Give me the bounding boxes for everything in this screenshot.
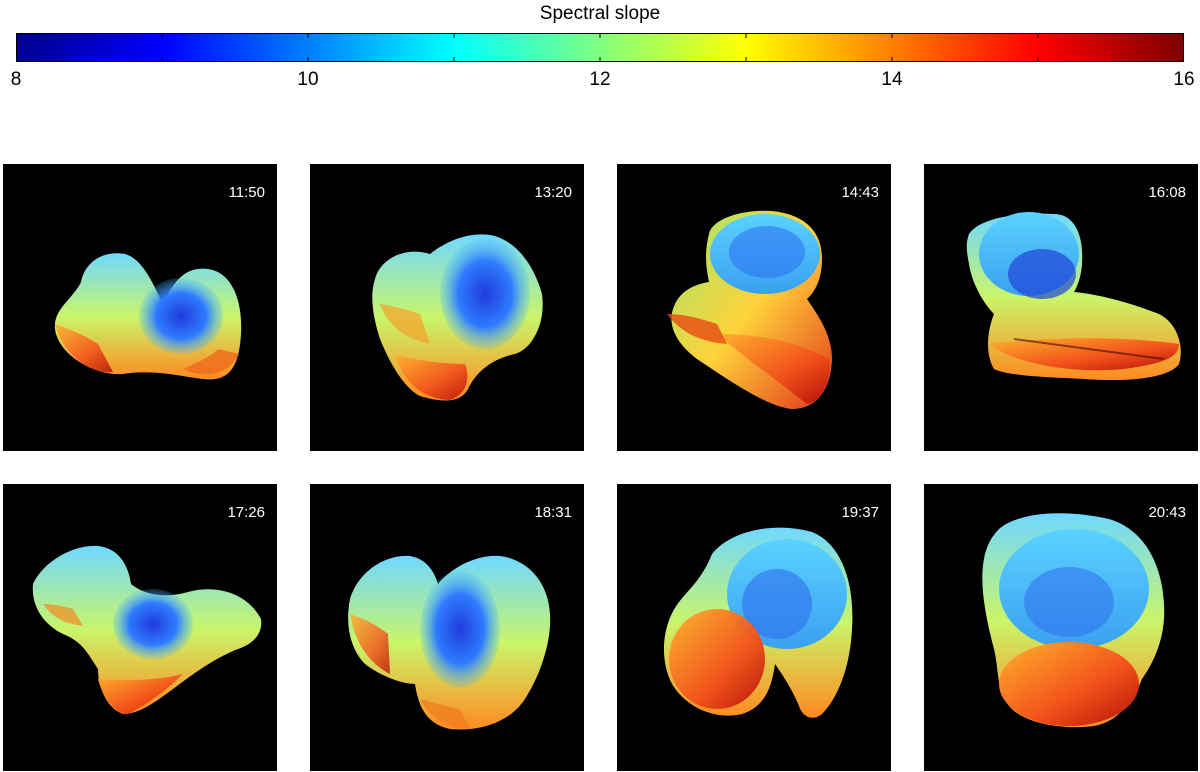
comet-spectral-map <box>663 527 853 718</box>
timestamp-label: 11:50 <box>228 184 265 201</box>
comet-spectral-map <box>667 210 832 409</box>
timestamp-label: 19:37 <box>841 504 879 521</box>
colorbar <box>16 33 1184 62</box>
comet-panel: 16:08 <box>924 164 1198 451</box>
timestamp-label: 20:43 <box>1148 504 1186 521</box>
comet-panel: 14:43 <box>617 164 891 451</box>
comet-spectral-map <box>372 234 543 401</box>
comet-panel: 11:50 <box>3 164 277 451</box>
comet-spectral-map <box>348 555 551 730</box>
colorbar-tick-label: 12 <box>589 69 611 90</box>
colorbar-tick-label: 16 <box>1173 69 1195 90</box>
comet-spectral-map <box>32 545 262 715</box>
comet-panel: 19:37 <box>617 484 891 771</box>
colorbar-tick-label: 14 <box>881 69 903 90</box>
comet-panel: 18:31 <box>310 484 584 771</box>
colorbar-tick-label: 8 <box>10 69 22 90</box>
timestamp-label: 14:43 <box>841 184 879 201</box>
timestamp-label: 18:31 <box>534 504 572 521</box>
timestamp-label: 16:08 <box>1148 184 1186 201</box>
comet-panel: 20:43 <box>924 484 1198 771</box>
colorbar-title: Spectral slope <box>539 3 661 24</box>
comet-spectral-map <box>982 513 1165 728</box>
colorbar-tick-label: 10 <box>297 69 319 90</box>
comet-panel: 17:26 <box>3 484 277 771</box>
timestamp-label: 13:20 <box>534 184 572 201</box>
comet-panel: 13:20 <box>310 164 584 451</box>
timestamp-label: 17:26 <box>227 504 265 521</box>
comet-spectral-map <box>54 253 242 380</box>
comet-spectral-map <box>966 212 1181 381</box>
